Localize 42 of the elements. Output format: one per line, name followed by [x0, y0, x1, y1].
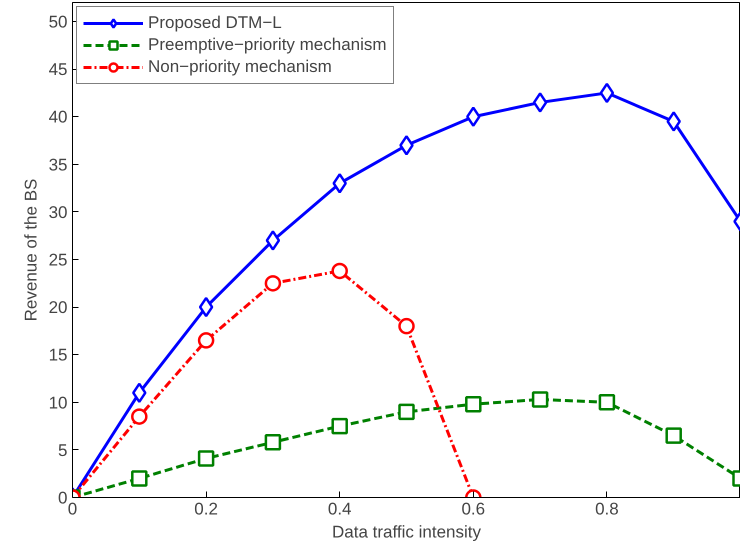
point: [131, 470, 148, 487]
y-tick-label: 45: [48, 60, 68, 80]
point: [398, 318, 415, 334]
point: [466, 106, 481, 127]
point: [532, 391, 548, 408]
point: [264, 275, 282, 292]
y-tick-label: 40: [48, 108, 68, 127]
point: [131, 408, 148, 425]
x-tick-label: 0.4: [328, 500, 352, 518]
y-tick-label: 5: [58, 440, 68, 460]
point: [598, 394, 616, 411]
point: [600, 82, 614, 104]
point: [331, 262, 348, 280]
x-tick-label: 0.8: [595, 500, 619, 518]
y-tick-label: 15: [48, 346, 68, 365]
point: [266, 230, 280, 251]
point: [198, 296, 214, 318]
y-tick-label: 25: [48, 250, 68, 270]
y-tick-label: 30: [48, 202, 68, 222]
point: [198, 450, 214, 467]
x-tick-label: 0.6: [461, 500, 486, 518]
y-tick-label: 10: [48, 393, 68, 412]
x-tick-label: 0.2: [194, 500, 218, 518]
point: [332, 173, 347, 194]
point: [132, 382, 147, 404]
point: [665, 427, 682, 444]
point: [331, 418, 348, 434]
point: [666, 111, 681, 132]
legend-label: Preemptive−priority mechanism: [148, 35, 387, 55]
point: [532, 92, 548, 113]
x-axis-title: Data traffic intensity: [332, 522, 482, 542]
legend-label: Non−priority mechanism: [148, 57, 332, 77]
point: [264, 434, 282, 451]
y-tick-label: 50: [48, 12, 68, 32]
y-tick-label: 20: [48, 298, 68, 318]
y-tick-label: 35: [48, 155, 68, 174]
y-axis-title: Revenue of the BS: [22, 178, 41, 322]
point: [398, 404, 415, 420]
point: [198, 332, 214, 349]
point: [399, 135, 414, 156]
legend-label: Proposed DTM−L: [148, 13, 282, 33]
point: [465, 396, 482, 412]
